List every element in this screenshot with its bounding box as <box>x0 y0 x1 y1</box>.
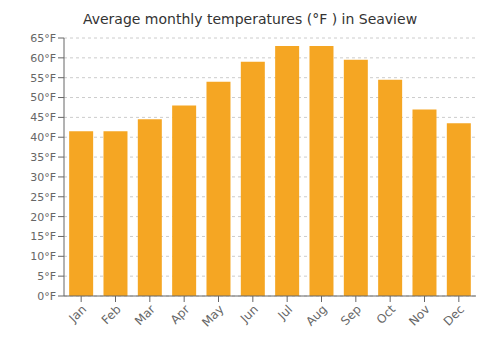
svg-text:Sep: Sep <box>338 302 364 328</box>
svg-text:Jun: Jun <box>237 302 261 326</box>
svg-text:20°F: 20°F <box>30 211 56 224</box>
svg-text:35°F: 35°F <box>30 151 56 164</box>
svg-text:0°F: 0°F <box>37 290 56 303</box>
svg-text:Dec: Dec <box>441 302 467 328</box>
svg-text:Feb: Feb <box>99 302 124 327</box>
svg-text:May: May <box>199 302 226 329</box>
svg-text:25°F: 25°F <box>30 191 56 204</box>
svg-text:Jan: Jan <box>66 302 90 326</box>
svg-text:30°F: 30°F <box>30 171 56 184</box>
svg-text:15°F: 15°F <box>30 230 56 243</box>
svg-text:60°F: 60°F <box>30 52 56 65</box>
svg-text:10°F: 10°F <box>30 250 56 263</box>
svg-text:Mar: Mar <box>132 302 158 328</box>
svg-text:5°F: 5°F <box>37 270 56 283</box>
svg-text:50°F: 50°F <box>30 91 56 104</box>
svg-text:Apr: Apr <box>168 302 193 327</box>
svg-text:55°F: 55°F <box>30 72 56 85</box>
svg-text:Nov: Nov <box>406 302 432 328</box>
svg-text:Oct: Oct <box>374 302 399 327</box>
svg-text:40°F: 40°F <box>30 131 56 144</box>
svg-text:65°F: 65°F <box>30 32 56 45</box>
html-text:Average monthly temperatures (: Average monthly temperatures (°F ) in Se… <box>82 11 418 27</box>
svg-text:45°F: 45°F <box>30 111 56 124</box>
svg-text:Aug: Aug <box>303 302 329 328</box>
svg-text:Jul: Jul <box>274 302 295 323</box>
